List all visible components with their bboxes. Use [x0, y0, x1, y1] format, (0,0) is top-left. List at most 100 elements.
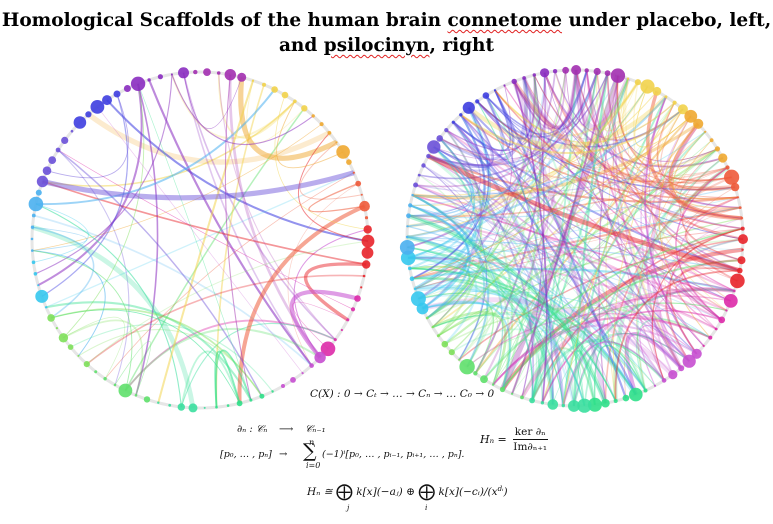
psilocinyn-edge	[408, 166, 728, 218]
psilocinyn-node	[677, 104, 688, 115]
psilocinyn-edge	[427, 155, 596, 406]
placebo-edge	[135, 83, 159, 396]
psilocinyn-edge	[411, 115, 692, 280]
psilocinyn-edge	[675, 166, 728, 321]
psilocinyn-edge	[520, 287, 735, 399]
psilocinyn-edge	[409, 267, 617, 402]
psilocinyn-edge	[406, 236, 722, 321]
placebo-node	[364, 216, 369, 220]
psilocinyn-node	[738, 206, 742, 210]
psilocinyn-edge	[658, 102, 742, 219]
placebo-edge	[78, 329, 263, 397]
placebo-node	[355, 180, 362, 187]
placebo-node	[320, 341, 336, 357]
decomposition-lhs: Hₙ ≅	[307, 486, 336, 498]
placebo-node	[359, 200, 370, 212]
psilocinyn-node	[436, 135, 444, 142]
psilocinyn-edge	[412, 194, 504, 385]
psilocinyn-edge	[431, 77, 528, 328]
homology-fraction: ker ∂ₙ Im∂ₙ₊₁	[512, 426, 548, 453]
psilocinyn-edge	[562, 288, 735, 406]
placebo-edge	[86, 112, 331, 165]
psilocinyn-edge	[636, 148, 719, 391]
psilocinyn-edge	[651, 228, 743, 381]
psilocinyn-edge	[407, 70, 588, 228]
psilocinyn-edge	[433, 107, 495, 167]
psilocinyn-edge	[541, 238, 744, 404]
psilocinyn-edge	[408, 256, 576, 407]
psilocinyn-edge	[439, 137, 535, 401]
psilocinyn-edge	[409, 204, 544, 403]
psilocinyn-edge	[476, 77, 532, 140]
placebo-edge	[180, 350, 241, 408]
psilocinyn-edge	[596, 71, 732, 181]
psilocinyn-edge	[531, 349, 575, 407]
psilocinyn-edge	[666, 131, 718, 174]
psilocinyn-edge	[426, 70, 567, 319]
placebo-node	[90, 100, 105, 114]
psilocinyn-edge	[406, 96, 667, 238]
psilocinyn-edge	[432, 310, 507, 386]
psilocinyn-edge	[606, 73, 738, 282]
placebo-node	[70, 129, 74, 133]
psilocinyn-edge	[432, 74, 536, 328]
placebo-node	[281, 384, 285, 388]
placebo-node	[37, 284, 40, 287]
psilocinyn-edge	[432, 314, 564, 406]
psilocinyn-edge	[437, 78, 629, 337]
boundary-sum-expression: (−1)ⁱ[p₀, … , pᵢ₋₁, pᵢ₊₁, … , pₙ].	[322, 449, 465, 460]
psilocinyn-node	[409, 276, 415, 282]
psilocinyn-edge	[452, 121, 565, 406]
placebo-edge	[86, 274, 365, 365]
psilocinyn-edge	[573, 333, 690, 407]
psilocinyn-edge	[554, 70, 684, 141]
psilocinyn-edge	[406, 236, 740, 272]
placebo-node	[203, 68, 211, 76]
psilocinyn-node	[668, 370, 678, 380]
psilocinyn-edge	[639, 324, 698, 387]
psilocinyn-edge	[543, 72, 724, 168]
psilocinyn-node	[714, 146, 721, 152]
psilocinyn-edge	[686, 207, 742, 261]
placebo-node	[177, 403, 185, 411]
psilocinyn-edge	[585, 70, 705, 347]
psilocinyn-edge	[680, 266, 740, 312]
psilocinyn-edge	[678, 196, 739, 321]
psilocinyn-node	[441, 340, 449, 348]
psilocinyn-node	[532, 73, 536, 77]
placebo-edge	[45, 301, 252, 401]
psilocinyn-node	[562, 66, 569, 74]
psilocinyn-edge	[433, 146, 617, 402]
psilocinyn-edge	[411, 276, 489, 368]
placebo-edge	[57, 149, 130, 386]
placebo-edge	[86, 240, 369, 365]
placebo-edge	[32, 123, 322, 251]
psilocinyn-node	[522, 76, 526, 80]
psilocinyn-edge	[433, 114, 491, 169]
psilocinyn-edge	[492, 139, 712, 385]
placebo-edge	[70, 323, 274, 392]
psilocinyn-scaffold-diagram	[399, 65, 748, 413]
placebo-node	[237, 72, 247, 82]
psilocinyn-edge	[428, 155, 646, 391]
placebo-edge	[224, 74, 252, 401]
psilocinyn-edge	[485, 70, 588, 135]
placebo-node	[83, 361, 90, 368]
psilocinyn-edge	[680, 157, 742, 261]
psilocinyn-edge	[412, 194, 554, 405]
psilocinyn-edge	[521, 347, 596, 405]
psilocinyn-edge	[605, 78, 629, 402]
psilocinyn-edge	[682, 176, 741, 213]
psilocinyn-node	[724, 169, 740, 185]
placebo-node	[77, 354, 80, 357]
placebo-node	[290, 377, 296, 383]
placebo-node	[333, 338, 337, 342]
psilocinyn-edge	[411, 277, 647, 391]
psilocinyn-edge	[511, 71, 598, 394]
psilocinyn-edge	[596, 71, 731, 302]
placebo-node	[44, 306, 48, 309]
placebo-edge	[50, 308, 263, 397]
placebo-node	[271, 390, 274, 393]
psilocinyn-edge	[531, 227, 743, 401]
psilocinyn-edge	[513, 80, 743, 230]
